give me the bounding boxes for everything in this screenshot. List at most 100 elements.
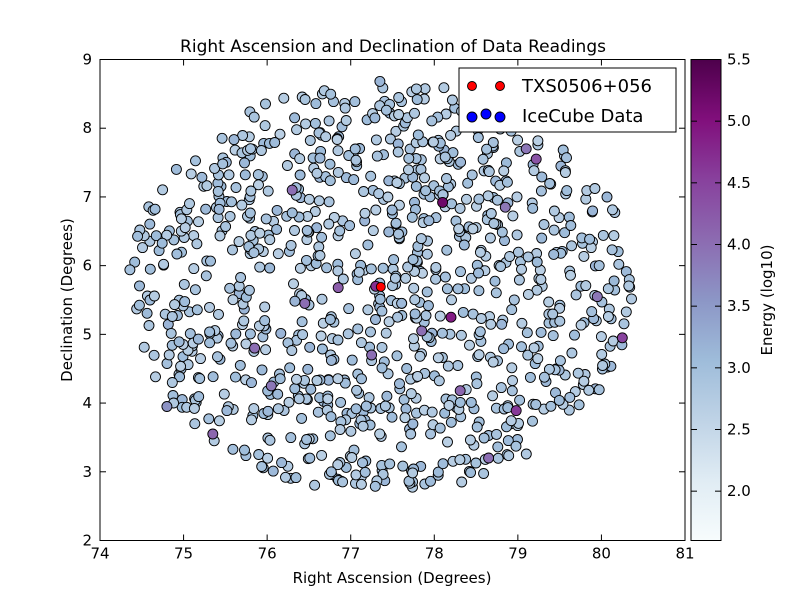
icecube-point — [259, 301, 271, 313]
icecube-point — [535, 274, 547, 285]
icecube-point — [602, 311, 614, 322]
icecube-point — [421, 248, 433, 260]
icecube-point — [350, 154, 362, 166]
icecube-point — [572, 367, 584, 379]
icecube-point — [454, 202, 466, 214]
icecube-point — [485, 208, 497, 219]
icecube-point — [495, 382, 507, 394]
icecube-point — [288, 278, 299, 290]
icecube-point — [607, 204, 618, 216]
icecube-point — [190, 155, 201, 167]
icecube-point — [252, 169, 264, 181]
icecube-point — [216, 132, 228, 144]
icecube-point — [253, 179, 264, 191]
icecube-point — [520, 448, 532, 460]
icecube-point — [320, 131, 332, 143]
icecube-point — [401, 363, 413, 374]
icecube-point — [566, 240, 578, 252]
icecube-point — [498, 165, 510, 177]
icecube-point — [492, 452, 504, 464]
icecube-point — [474, 246, 486, 258]
icecube-point — [597, 360, 609, 371]
icecube-point — [452, 360, 464, 371]
icecube-point — [248, 403, 260, 415]
icecube-point — [156, 237, 168, 249]
icecube-point — [358, 186, 370, 197]
icecube-point — [408, 333, 419, 345]
icecube-point — [445, 311, 457, 323]
icecube-point — [138, 341, 150, 353]
icecube-point — [204, 326, 216, 338]
icecube-point — [294, 169, 306, 181]
icecube-point — [193, 216, 204, 228]
icecube-point — [343, 303, 355, 315]
icecube-point — [473, 285, 485, 297]
icecube-point — [272, 403, 284, 415]
icecube-point — [332, 265, 344, 277]
icecube-point — [335, 396, 347, 408]
icecube-point — [465, 396, 477, 408]
icecube-point — [316, 449, 328, 461]
icecube-point — [436, 327, 448, 339]
icecube-point — [259, 315, 271, 327]
icecube-point — [248, 111, 260, 123]
icecube-point — [209, 162, 221, 174]
icecube-point — [230, 328, 242, 340]
icecube-point — [508, 294, 520, 306]
icecube-point — [559, 167, 571, 178]
icecube-point — [245, 143, 256, 155]
icecube-point — [294, 153, 306, 165]
icecube-point — [511, 229, 523, 241]
icecube-point — [324, 175, 336, 187]
icecube-point — [323, 218, 335, 230]
icecube-point — [374, 293, 386, 305]
icecube-point — [531, 256, 543, 268]
icecube-point — [271, 204, 283, 216]
icecube-point — [545, 400, 557, 412]
icecube-point — [274, 128, 286, 140]
icecube-point — [230, 371, 241, 383]
icecube-point — [238, 315, 250, 327]
icecube-point — [281, 160, 293, 171]
icecube-point — [536, 171, 548, 183]
icecube-point — [415, 233, 427, 245]
icecube-point — [303, 193, 315, 205]
icecube-point — [260, 213, 272, 225]
icecube-point — [388, 254, 400, 266]
icecube-point — [499, 201, 511, 213]
icecube-point — [397, 460, 409, 472]
icecube-point — [409, 107, 420, 119]
icecube-point — [380, 327, 392, 339]
legend-marker-dot — [466, 111, 478, 123]
icecube-point — [169, 299, 181, 311]
icecube-point — [437, 458, 449, 470]
icecube-point — [299, 297, 311, 309]
icecube-point — [355, 478, 367, 490]
icecube-point — [578, 375, 590, 387]
icecube-point — [165, 327, 177, 339]
icecube-point — [384, 458, 396, 470]
icecube-point — [383, 226, 395, 238]
icecube-point — [437, 196, 449, 208]
icecube-point — [228, 134, 240, 146]
icecube-point — [597, 229, 609, 241]
icecube-point — [374, 428, 386, 440]
icecube-point — [543, 296, 555, 308]
icecube-point — [399, 412, 411, 424]
icecube-point — [432, 352, 444, 364]
icecube-point — [420, 310, 432, 321]
icecube-point — [474, 326, 486, 338]
icecube-point — [313, 195, 325, 207]
icecube-point — [548, 248, 560, 260]
x-tick-label: 74 — [90, 545, 109, 563]
icecube-point — [316, 293, 328, 305]
icecube-point — [575, 319, 587, 331]
icecube-point — [213, 308, 224, 320]
icecube-point — [532, 353, 544, 365]
icecube-point — [220, 221, 232, 232]
icecube-point — [302, 363, 314, 375]
icecube-point — [269, 137, 281, 148]
icecube-point — [286, 345, 298, 356]
icecube-point — [262, 452, 274, 464]
y-tick-label: 9 — [82, 51, 92, 69]
